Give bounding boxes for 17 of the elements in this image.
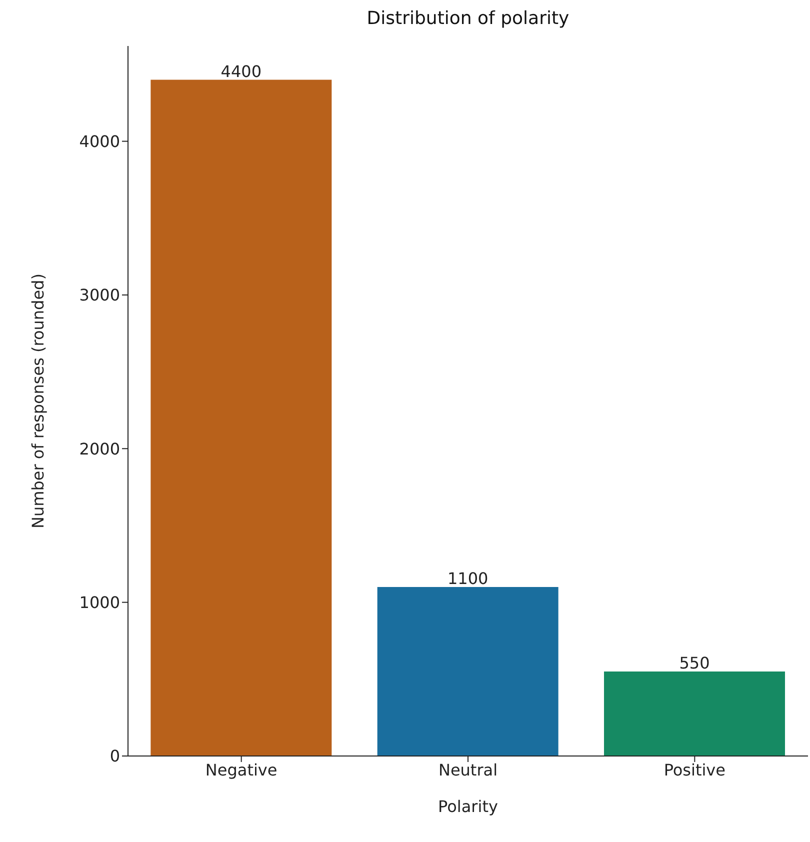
y-axis-title: Number of responses (rounded) (28, 274, 48, 528)
data-label: 1100 (447, 568, 488, 588)
y-tick-label: 3000 (79, 286, 120, 305)
y-tick-label: 1000 (79, 593, 120, 612)
bar (150, 80, 332, 756)
x-tick-label: Positive (664, 760, 726, 780)
chart-title: Distribution of polarity (366, 8, 570, 31)
x-tick-label: Neutral (438, 760, 498, 780)
x-tick-label: Negative (205, 760, 278, 780)
bar (377, 586, 558, 756)
data-label: 4400 (220, 62, 262, 81)
y-tick-label: 4000 (79, 132, 120, 151)
data-label: 550 (679, 653, 710, 672)
y-tick-label: 2000 (79, 439, 120, 458)
bar (604, 671, 785, 756)
y-tick-label: 0 (110, 746, 120, 766)
x-axis-title: Polarity (438, 797, 498, 816)
